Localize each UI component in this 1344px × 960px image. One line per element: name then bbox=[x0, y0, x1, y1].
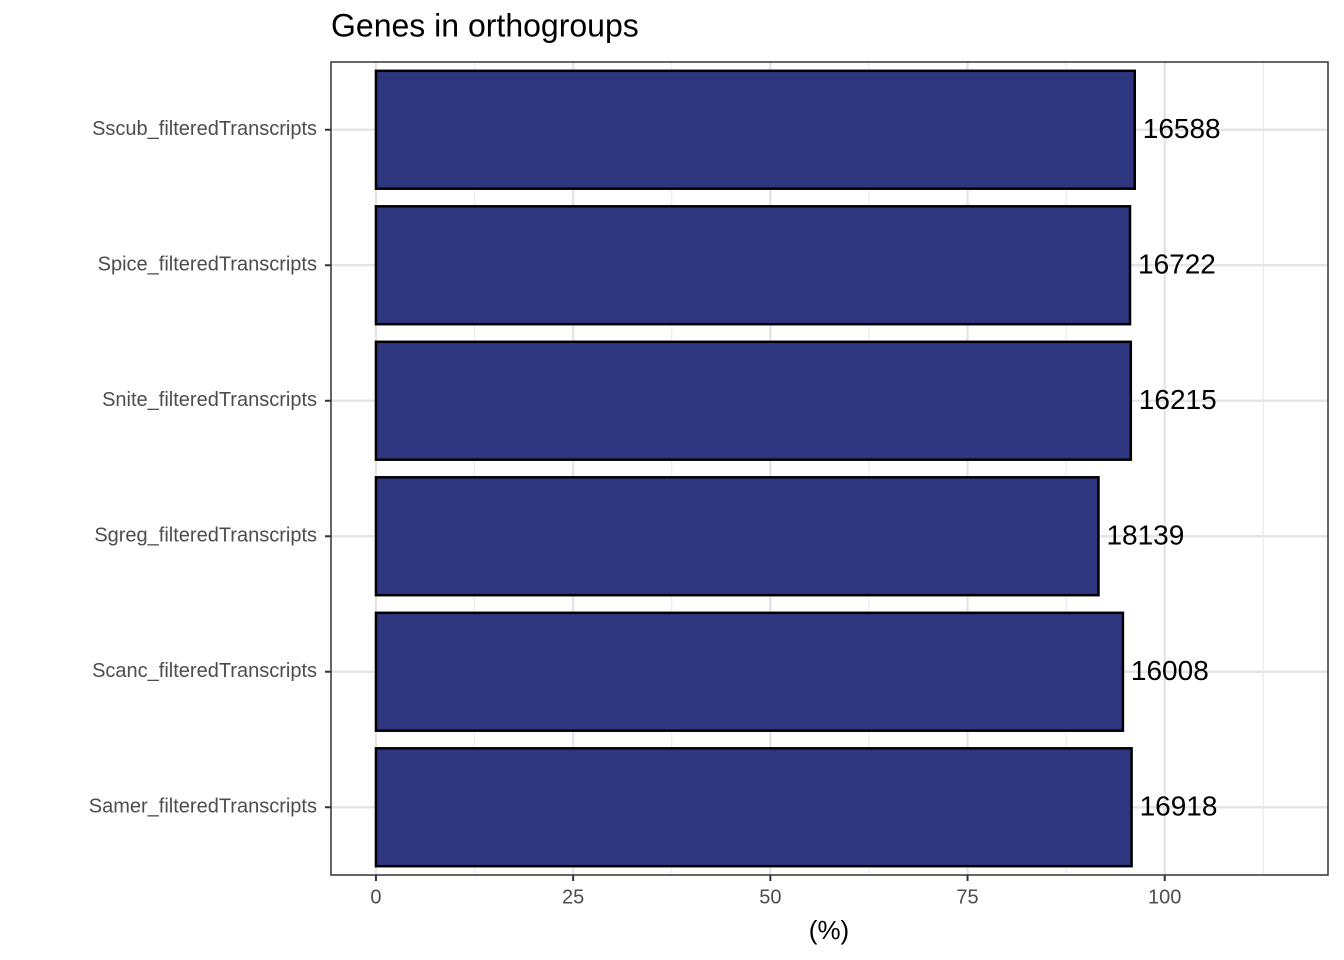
bar bbox=[374, 205, 1132, 326]
x-tick-label: 100 bbox=[1148, 886, 1181, 908]
x-tick-label: 0 bbox=[370, 886, 381, 908]
x-tick-label: 25 bbox=[562, 886, 584, 908]
y-tick-label: Sgreg_filteredTranscripts bbox=[94, 525, 317, 547]
y-tick-label: Scanc_filteredTranscripts bbox=[92, 660, 317, 682]
bar bbox=[374, 340, 1133, 461]
bar bbox=[374, 747, 1133, 868]
bar-label: 16215 bbox=[1139, 384, 1217, 415]
y-tick-label: Sscub_filteredTranscripts bbox=[92, 118, 317, 140]
bar-label: 16008 bbox=[1131, 655, 1209, 686]
x-tick-label: 75 bbox=[956, 886, 978, 908]
y-tick-label: Snite_filteredTranscripts bbox=[102, 389, 317, 411]
bar-label: 16588 bbox=[1143, 113, 1221, 144]
x-axis-title: (%) bbox=[809, 915, 849, 945]
bar-label: 18139 bbox=[1106, 520, 1184, 551]
bar-label: 16918 bbox=[1140, 791, 1218, 822]
bar bbox=[374, 611, 1125, 732]
panel-border bbox=[330, 61, 1329, 876]
bar-label: 16722 bbox=[1138, 249, 1216, 280]
bar bbox=[374, 476, 1100, 597]
y-tick-label: Samer_filteredTranscripts bbox=[89, 796, 317, 818]
bar bbox=[374, 69, 1137, 190]
x-tick-label: 50 bbox=[759, 886, 781, 908]
chart-title: Genes in orthogroups bbox=[331, 7, 639, 43]
y-tick-label: Spice_filteredTranscripts bbox=[98, 254, 317, 276]
